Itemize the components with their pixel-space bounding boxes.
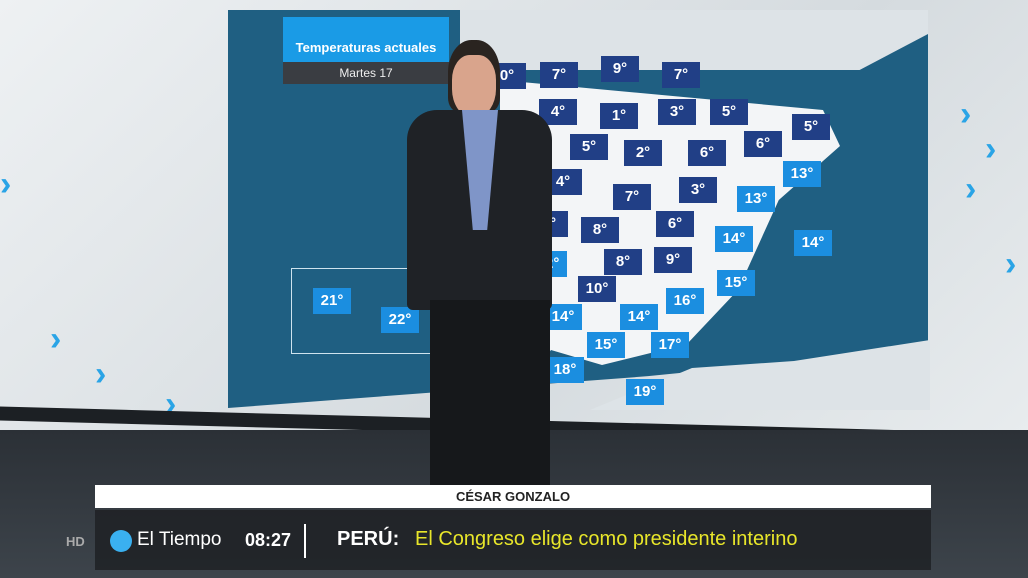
temperature-badge: 5° — [710, 99, 748, 125]
temperature-badge: 6° — [688, 140, 726, 166]
antena3-logo-icon — [110, 530, 132, 552]
chevron-decoration-icon: › — [960, 95, 972, 133]
chevron-decoration-icon: › — [0, 165, 12, 203]
chevron-decoration-icon: › — [165, 385, 177, 423]
temperature-badge: 14° — [620, 304, 658, 330]
headline-tag: PERÚ: — [337, 528, 400, 550]
headline-text: El Congreso elige como presidente interi… — [415, 528, 798, 550]
temperature-badge: 7° — [662, 62, 700, 88]
temperature-badge: 3° — [679, 177, 717, 203]
temperature-badge: 15° — [587, 332, 625, 358]
temperature-badge: 15° — [717, 270, 755, 296]
chevron-decoration-icon: › — [95, 355, 107, 393]
temperature-badge: 8° — [604, 249, 642, 275]
clock: 08:27 — [245, 530, 292, 550]
temperature-badge: 3° — [658, 99, 696, 125]
temperature-badge: 14° — [715, 226, 753, 252]
temperature-badge: 16° — [666, 288, 704, 314]
temperature-badge: 8° — [581, 217, 619, 243]
temperature-badge: 10° — [578, 276, 616, 302]
temperature-badge: 17° — [651, 332, 689, 358]
graphic-title: Temperaturas actuales Martes 17 — [283, 17, 449, 84]
graphic-title-text: Temperaturas actuales — [283, 17, 449, 62]
temperature-badge: 18° — [546, 357, 584, 383]
temperature-badge: 19° — [626, 379, 664, 405]
temperature-badge: 7° — [540, 62, 578, 88]
chevron-decoration-icon: › — [985, 130, 997, 168]
temperature-badge: 22° — [381, 307, 419, 333]
temperature-badge: 5° — [792, 114, 830, 140]
temperature-badge: 14° — [794, 230, 832, 256]
graphic-date: Martes 17 — [283, 62, 449, 84]
temperature-badge: 7° — [613, 184, 651, 210]
chevron-decoration-icon: › — [1005, 245, 1017, 283]
presenter-name: CÉSAR GONZALO — [95, 485, 931, 508]
temperature-badge: 13° — [737, 186, 775, 212]
chevron-decoration-icon: › — [965, 170, 977, 208]
hd-badge: HD — [66, 534, 85, 549]
france-land — [460, 10, 700, 70]
temperature-badge: 9° — [601, 56, 639, 82]
temperature-badge: 13° — [783, 161, 821, 187]
divider — [304, 524, 306, 558]
presenter-trousers — [430, 300, 550, 485]
temperature-badge: 6° — [744, 131, 782, 157]
chevron-decoration-icon: › — [50, 320, 62, 358]
temperature-badge: 14° — [544, 304, 582, 330]
news-ticker: El Tiempo 08:27 PERÚ: El Congreso elige … — [95, 510, 931, 570]
temperature-badge: 21° — [313, 288, 351, 314]
temperature-badge: 1° — [600, 103, 638, 129]
temperature-badge: 9° — [654, 247, 692, 273]
presenter-face — [452, 55, 496, 117]
temperature-badge: 2° — [624, 140, 662, 166]
temperature-badge: 6° — [656, 211, 694, 237]
temperature-badge: 5° — [570, 134, 608, 160]
program-name: El Tiempo — [137, 529, 222, 550]
